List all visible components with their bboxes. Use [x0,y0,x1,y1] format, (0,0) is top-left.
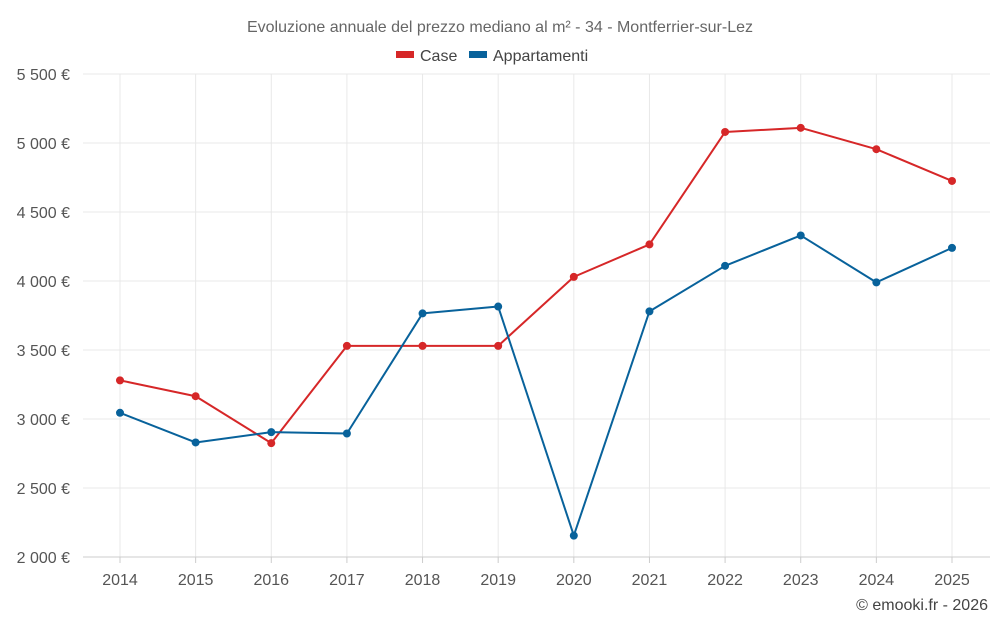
data-point-case[interactable] [191,392,200,401]
legend-swatch-appartamenti [469,51,487,58]
x-tick-label: 2020 [556,572,592,589]
data-point-appartamenti[interactable] [267,428,276,437]
data-point-case[interactable] [721,127,730,136]
x-tick-label: 2021 [632,572,668,589]
data-point-case[interactable] [116,376,124,385]
legend-label-appartamenti: Appartamenti [493,48,588,65]
legend: Case Appartamenti [396,48,588,65]
y-tick-label: 3 500 € [17,343,70,360]
series-layer [116,123,956,540]
data-point-appartamenti[interactable] [721,261,730,270]
x-tick-label: 2017 [329,572,365,589]
data-point-case[interactable] [872,145,881,154]
legend-item-case[interactable]: Case [396,48,457,65]
y-tick-label: 2 500 € [17,481,70,498]
data-point-appartamenti[interactable] [645,307,654,316]
legend-swatch-case [396,51,414,58]
data-point-case[interactable] [948,176,956,185]
y-tick-label: 5 000 € [17,136,70,153]
data-point-case[interactable] [569,272,578,281]
data-point-appartamenti[interactable] [796,231,805,240]
x-tick-label: 2024 [859,572,895,589]
data-point-case[interactable] [494,341,503,350]
series-appartamenti [116,231,956,540]
x-axis-ticks: 2014 2015 2016 2017 2018 2019 2020 2021 2022 2023… [102,572,970,589]
x-tick-label: 2014 [102,572,138,589]
x-gridlines [119,74,953,563]
data-point-appartamenti[interactable] [569,531,578,540]
x-tick-label: 2015 [178,572,214,589]
data-point-case[interactable] [796,123,805,132]
y-tick-label: 3 000 € [17,412,70,429]
series-case [116,123,956,448]
y-tick-label: 4 500 € [17,205,70,222]
series-line-appartamenti [119,234,953,537]
legend-label-case: Case [420,48,457,65]
y-tick-label: 5 500 € [17,67,70,84]
data-point-case[interactable] [342,341,351,350]
data-point-case[interactable] [645,240,654,249]
y-axis-ticks: 2 000 € 2 500 € 3 000 € 3 500 € 4 000 € 4 500… [17,67,70,567]
data-point-appartamenti[interactable] [948,243,956,252]
data-point-appartamenti[interactable] [191,438,200,447]
data-point-appartamenti[interactable] [342,429,351,438]
data-point-case[interactable] [267,439,276,448]
chart-title: Evoluzione annuale del prezzo mediano al… [247,19,753,36]
x-tick-label: 2022 [707,572,743,589]
data-point-appartamenti[interactable] [418,309,427,318]
credit-text: © emooki.fr - 2026 [856,597,988,614]
data-point-case[interactable] [418,341,427,350]
x-tick-label: 2019 [480,572,516,589]
data-point-appartamenti[interactable] [494,302,503,311]
data-point-appartamenti[interactable] [116,408,124,417]
x-tick-label: 2016 [253,572,289,589]
x-tick-label: 2025 [934,572,970,589]
y-tick-label: 4 000 € [17,274,70,291]
x-tick-label: 2023 [783,572,819,589]
y-gridlines [83,73,990,558]
y-tick-label: 2 000 € [17,550,70,567]
legend-item-appartamenti[interactable]: Appartamenti [469,48,588,65]
series-line-case [119,126,953,445]
x-tick-label: 2018 [405,572,441,589]
data-point-appartamenti[interactable] [872,278,881,287]
